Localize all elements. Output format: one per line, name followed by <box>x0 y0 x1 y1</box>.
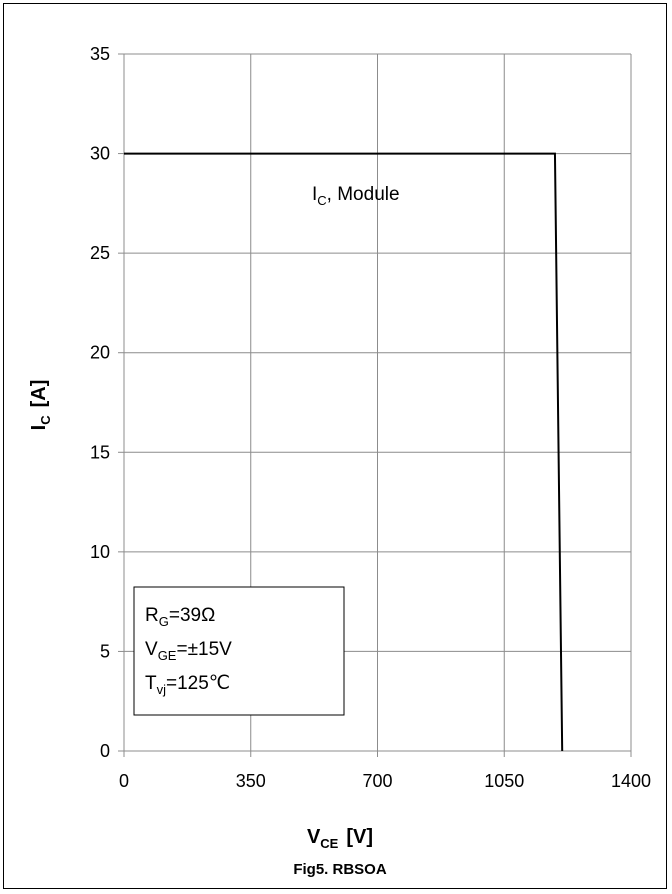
y-axis-label: IC[A] <box>28 380 53 431</box>
figure-caption: Fig5. RBSOA <box>293 861 387 878</box>
x-axis-label: VCE [V] <box>307 826 373 851</box>
y-tick-label: 0 <box>100 741 110 761</box>
grid-lines <box>124 53 632 751</box>
y-tick-label: 5 <box>100 641 110 661</box>
x-tick-label: 700 <box>362 771 392 791</box>
series-label: IC, Module <box>312 184 400 208</box>
x-tick-labels: 0 350 700 1050 1400 <box>119 771 651 791</box>
y-tick-label: 30 <box>90 144 110 164</box>
conditions-box <box>133 586 345 716</box>
condition-tvj: Tvj=125℃ <box>145 673 230 697</box>
y-tick-label: 25 <box>90 243 110 263</box>
condition-rg: RG=39Ω <box>145 605 215 629</box>
x-tick-label: 1400 <box>611 771 651 791</box>
series-line-ic-module <box>124 152 564 752</box>
figure-frame <box>3 3 667 889</box>
y-tick-label: 10 <box>90 542 110 562</box>
x-tick-label: 1050 <box>484 771 524 791</box>
x-tick-label: 350 <box>236 771 266 791</box>
series-layer <box>124 152 564 752</box>
y-tick-label: 15 <box>90 442 110 462</box>
y-tick-label: 35 <box>90 44 110 64</box>
y-tick-labels: 0 5 10 15 20 25 30 35 <box>90 44 110 761</box>
condition-vge: VGE=±15V <box>145 639 232 663</box>
x-tick-label: 0 <box>119 771 129 791</box>
axes <box>118 53 632 757</box>
y-tick-label: 20 <box>90 343 110 363</box>
